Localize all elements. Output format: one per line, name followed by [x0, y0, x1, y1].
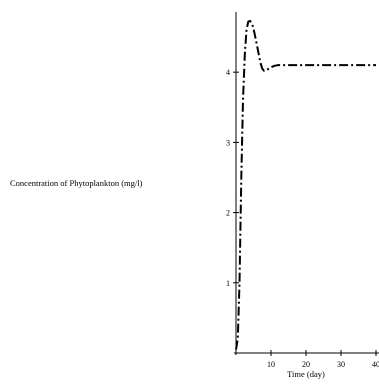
x-tick-label: 30	[337, 360, 345, 369]
x-ticks: 10 20 30 40	[267, 350, 379, 369]
x-axis-label: Time (day)	[287, 369, 325, 379]
y-axis-label: Concentration of Phytoplankton (mg/l)	[10, 178, 143, 188]
x-tick-label: 40	[372, 360, 379, 369]
y-tick-label: 4	[226, 68, 230, 77]
y-tick-label: 3	[226, 138, 230, 147]
axes	[234, 12, 379, 355]
x-tick-label: 10	[267, 360, 275, 369]
series-layer	[235, 19, 376, 350]
y-ticks: 1 2 3 4	[226, 68, 239, 288]
y-tick-label: 2	[226, 209, 230, 218]
y-tick-label: 1	[226, 279, 230, 288]
series-line-0	[235, 19, 376, 350]
x-tick-label: 20	[302, 360, 310, 369]
